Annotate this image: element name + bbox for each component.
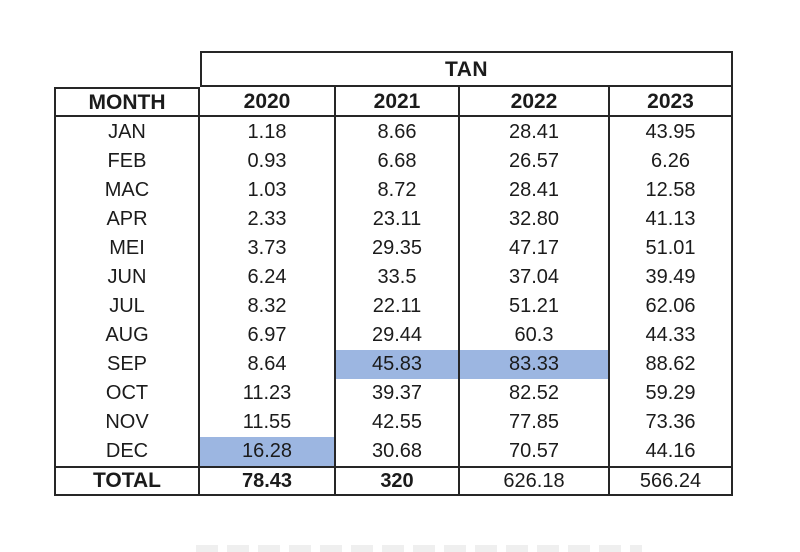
cell-feb-2020: 0.93 (200, 146, 336, 176)
column-header-2022: 2022 (460, 87, 610, 117)
row-label-jan: JAN (54, 117, 200, 147)
row-label-jun: JUN (54, 262, 200, 292)
cell-sep-2021-highlighted: 45.83 (336, 349, 460, 379)
row-label-dec: DEC (54, 436, 200, 466)
cell-jul-2023: 62.06 (610, 291, 733, 321)
cell-apr-2022: 32.80 (460, 204, 610, 234)
row-label-jul: JUL (54, 291, 200, 321)
cell-oct-2022: 82.52 (460, 378, 610, 408)
table-title: TAN (200, 51, 733, 87)
cell-jun-2021: 33.5 (336, 262, 460, 292)
cell-aug-2020: 6.97 (200, 320, 336, 350)
cell-jun-2023: 39.49 (610, 262, 733, 292)
cell-dec-2020-highlighted: 16.28 (200, 436, 336, 466)
cell-mei-2022: 47.17 (460, 233, 610, 263)
row-label-nov: NOV (54, 407, 200, 437)
cell-mei-2023: 51.01 (610, 233, 733, 263)
cell-sep-2023: 88.62 (610, 349, 733, 379)
cell-jan-2020: 1.18 (200, 117, 336, 147)
cell-feb-2023: 6.26 (610, 146, 733, 176)
row-label-sep: SEP (54, 349, 200, 379)
cell-jan-2021: 8.66 (336, 117, 460, 147)
cell-dec-2021: 30.68 (336, 436, 460, 466)
total-2021: 320 (336, 465, 460, 496)
table-corner-spacer (54, 51, 200, 87)
cell-feb-2022: 26.57 (460, 146, 610, 176)
cell-mac-2021: 8.72 (336, 175, 460, 205)
cell-dec-2022: 70.57 (460, 436, 610, 466)
cell-sep-2020: 8.64 (200, 349, 336, 379)
cell-jan-2023: 43.95 (610, 117, 733, 147)
cell-jul-2020: 8.32 (200, 291, 336, 321)
cell-jan-2022: 28.41 (460, 117, 610, 147)
total-2023: 566.24 (610, 465, 733, 496)
cropped-caption-artifact (196, 545, 642, 552)
cell-nov-2020: 11.55 (200, 407, 336, 437)
cell-jul-2022: 51.21 (460, 291, 610, 321)
cell-apr-2023: 41.13 (610, 204, 733, 234)
cell-aug-2022: 60.3 (460, 320, 610, 350)
cell-aug-2023: 44.33 (610, 320, 733, 350)
cell-apr-2020: 2.33 (200, 204, 336, 234)
cell-nov-2023: 73.36 (610, 407, 733, 437)
column-header-2020: 2020 (200, 87, 336, 117)
row-label-feb: FEB (54, 146, 200, 176)
cell-aug-2021: 29.44 (336, 320, 460, 350)
row-label-mac: MAC (54, 175, 200, 205)
column-header-month: MONTH (54, 87, 200, 117)
cell-oct-2023: 59.29 (610, 378, 733, 408)
cell-jun-2022: 37.04 (460, 262, 610, 292)
tan-data-table: TAN MONTH 2020 2021 2022 2023 JAN 1.18 8… (54, 51, 733, 496)
cell-mac-2020: 1.03 (200, 175, 336, 205)
cell-mac-2023: 12.58 (610, 175, 733, 205)
cell-sep-2022-highlighted: 83.33 (460, 349, 610, 379)
row-label-oct: OCT (54, 378, 200, 408)
cell-apr-2021: 23.11 (336, 204, 460, 234)
total-row-label: TOTAL (54, 465, 200, 496)
cell-mei-2021: 29.35 (336, 233, 460, 263)
cell-oct-2021: 39.37 (336, 378, 460, 408)
cell-jun-2020: 6.24 (200, 262, 336, 292)
cell-dec-2023: 44.16 (610, 436, 733, 466)
cell-nov-2021: 42.55 (336, 407, 460, 437)
cell-oct-2020: 11.23 (200, 378, 336, 408)
cell-mac-2022: 28.41 (460, 175, 610, 205)
row-label-aug: AUG (54, 320, 200, 350)
cell-feb-2021: 6.68 (336, 146, 460, 176)
column-header-2023: 2023 (610, 87, 733, 117)
cell-mei-2020: 3.73 (200, 233, 336, 263)
cell-jul-2021: 22.11 (336, 291, 460, 321)
total-2022: 626.18 (460, 465, 610, 496)
total-2020: 78.43 (200, 465, 336, 496)
row-label-mei: MEI (54, 233, 200, 263)
row-label-apr: APR (54, 204, 200, 234)
cell-nov-2022: 77.85 (460, 407, 610, 437)
column-header-2021: 2021 (336, 87, 460, 117)
